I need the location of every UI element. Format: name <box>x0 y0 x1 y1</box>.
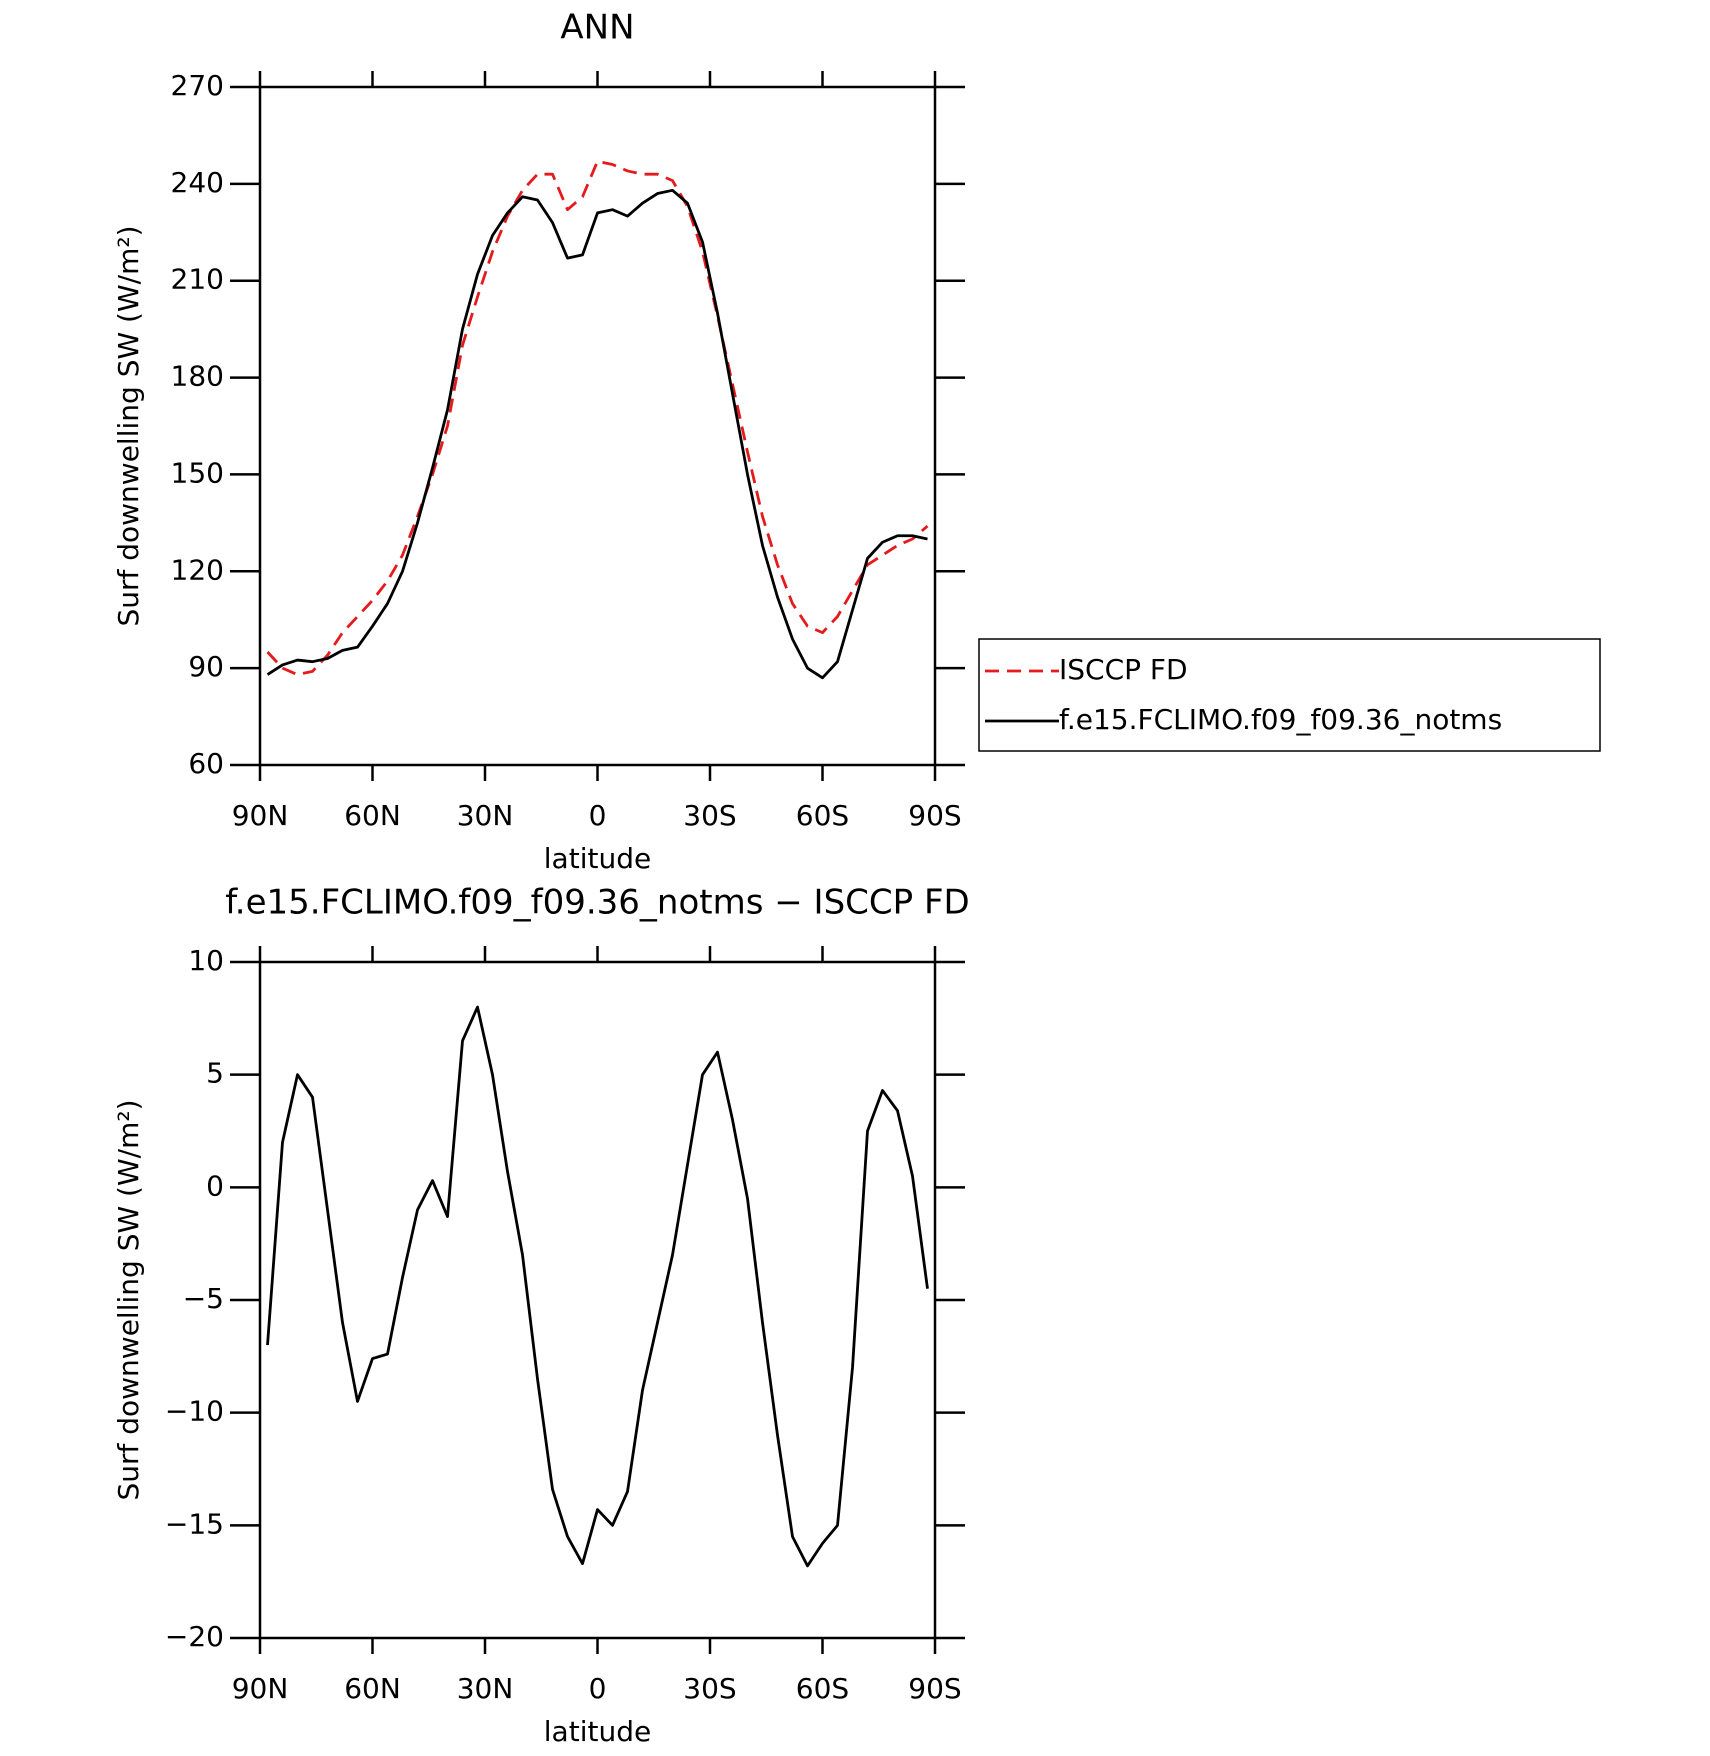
y-tick-label: 10 <box>188 944 224 977</box>
x-tick-label: 30S <box>683 799 736 832</box>
chart-title: f.e15.FCLIMO.f09_f09.36_notms − ISCCP FD <box>225 883 969 923</box>
x-tick-label: 90N <box>232 799 289 832</box>
y-tick-label: 5 <box>206 1057 224 1090</box>
y-tick-label: 210 <box>171 263 224 296</box>
y-tick-label: 120 <box>171 553 224 586</box>
y-tick-label: 270 <box>171 69 224 102</box>
x-tick-label: 90N <box>232 1672 289 1705</box>
y-tick-label: −15 <box>165 1507 224 1540</box>
x-tick-label: 30N <box>457 1672 514 1705</box>
x-tick-label: 30S <box>683 1672 736 1705</box>
chart-title: ANN <box>560 8 634 48</box>
x-tick-label: 90S <box>908 799 961 832</box>
x-tick-label: 60N <box>344 799 401 832</box>
x-axis-label: latitude <box>544 842 651 875</box>
plot-frame <box>258 85 937 767</box>
y-tick-label: 180 <box>171 360 224 393</box>
y-axis-label: Surf downwelling SW (W/m²) <box>112 225 145 626</box>
x-tick-label: 30N <box>457 799 514 832</box>
x-tick-label: 60N <box>344 1672 401 1705</box>
data-line <box>266 1005 929 1568</box>
x-tick-label: 90S <box>908 1672 961 1705</box>
y-tick-label: 60 <box>188 747 224 780</box>
legend-box <box>978 638 1601 752</box>
data-line <box>266 159 929 676</box>
legend-label: ISCCP FD <box>1059 653 1188 686</box>
plot-frame <box>258 960 937 1640</box>
y-tick-label: 0 <box>206 1169 224 1202</box>
y-tick-label: 90 <box>188 650 224 683</box>
x-tick-label: 0 <box>589 1672 607 1705</box>
data-line <box>266 188 928 680</box>
x-tick-label: 60S <box>796 1672 849 1705</box>
y-axis-label: Surf downwelling SW (W/m²) <box>112 1099 145 1500</box>
x-axis-label: latitude <box>544 1715 651 1748</box>
y-tick-label: −5 <box>183 1282 224 1315</box>
x-tick-label: 60S <box>796 799 849 832</box>
y-tick-label: −20 <box>165 1620 224 1653</box>
legend-label: f.e15.FCLIMO.f09_f09.36_notms <box>1059 703 1502 736</box>
y-tick-label: 150 <box>171 456 224 489</box>
x-tick-label: 0 <box>589 799 607 832</box>
y-tick-label: −10 <box>165 1395 224 1428</box>
y-tick-label: 240 <box>171 166 224 199</box>
